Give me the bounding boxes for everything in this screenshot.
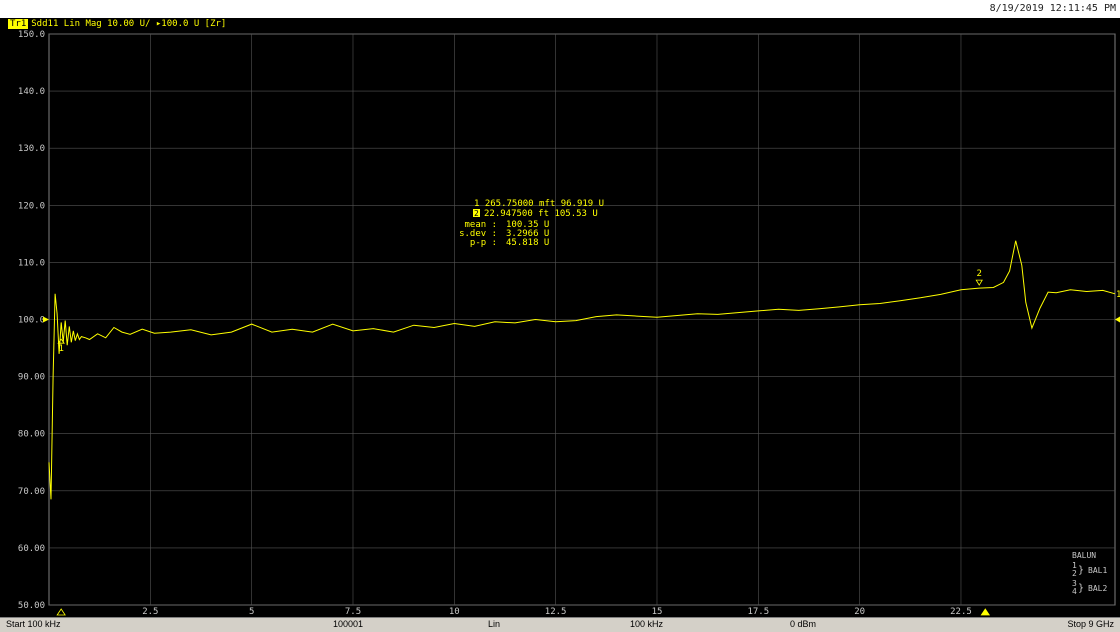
balun-port-3: 3 <box>1072 579 1077 588</box>
trace-info-label: Sdd11 Lin Mag 10.00 U/ ▸100.0 U [Zr] <box>31 19 227 29</box>
trace-end-label: 1 <box>1116 290 1120 300</box>
y-tick-label: 90.00 <box>18 373 45 383</box>
stat-sdev-label: s.dev : <box>459 229 497 239</box>
trace-line <box>48 240 1116 500</box>
marker-triangle[interactable] <box>57 338 65 344</box>
trace-header[interactable]: Tr1 Sdd11 Lin Mag 10.00 U/ ▸100.0 U [Zr] <box>8 18 226 30</box>
y-tick-label: 100.0 <box>18 316 45 326</box>
y-tick-label: 80.00 <box>18 430 45 440</box>
y-tick-label: 130.0 <box>18 144 45 154</box>
y-axis-ticks: 150.0 140.0 130.0 120.0 110.0 100.0 90.00 80.00… <box>18 30 1120 611</box>
marker-layer: 121 <box>56 269 1120 616</box>
stat-pp-value: 45.818 U <box>506 238 549 248</box>
x-tick-label: 2.5 <box>142 607 158 617</box>
marker-2-readout: 22.947500 ft 105.53 U <box>484 209 598 219</box>
y-tick-label: 110.0 <box>18 258 45 268</box>
y-tick-label: 60.00 <box>18 544 45 554</box>
balun-bal1-label: BAL1 <box>1088 566 1107 575</box>
status-bar: Start 100 kHz 100001 Lin 100 kHz 0 dBm S… <box>0 617 1120 632</box>
points-count[interactable]: 100001 <box>333 619 364 629</box>
stat-pp-label: p-p : <box>470 238 497 248</box>
stat-mean-label: mean : <box>464 220 497 230</box>
y-tick-label: 140.0 <box>18 87 45 97</box>
marker-triangle[interactable] <box>975 279 983 286</box>
grid <box>48 33 1116 606</box>
x-tick-label: 5 <box>249 607 254 617</box>
stop-frequency[interactable]: Stop 9 GHz <box>1067 619 1114 629</box>
marker-1-readout: 1 265.75000 mft 96.919 U <box>474 199 604 209</box>
marker-label[interactable]: 2 <box>977 269 982 279</box>
x-tick-label: 22.5 <box>950 607 972 617</box>
x-tick-label: 12.5 <box>545 607 567 617</box>
y-tick-label: 50.00 <box>18 601 45 611</box>
x-tick-label: 10 <box>449 607 460 617</box>
balun-legend: BALUN 1 2 } BAL1 3 4 } BAL2 <box>1072 551 1107 596</box>
balun-bal2-label: BAL2 <box>1088 584 1107 593</box>
x-tick-label: 15 <box>652 607 663 617</box>
balun-port-2: 2 <box>1072 569 1077 578</box>
x-tick-label: 17.5 <box>747 607 769 617</box>
balun-brace-1: } <box>1078 565 1084 576</box>
trace-id-badge[interactable]: Tr1 <box>8 19 29 29</box>
marker-label[interactable]: 1 <box>58 344 63 354</box>
x-axis-ticks: 2.5 5 7.5 10 12.5 15 17.5 20 22.5 <box>142 607 972 617</box>
balun-port-4: 4 <box>1072 587 1077 596</box>
sweep-type[interactable]: Lin <box>488 619 501 629</box>
reference-arrow-right[interactable] <box>1115 316 1120 323</box>
title-bar: 8/19/2019 12:11:45 PM <box>0 0 1120 18</box>
x-tick-label: 7.5 <box>345 607 361 617</box>
stat-sdev-value: 3.2966 U <box>506 229 549 239</box>
balun-brace-2: } <box>1078 583 1084 594</box>
stat-mean-value: 100.35 U <box>506 220 549 230</box>
y-tick-label: 120.0 <box>18 201 45 211</box>
marker-2-id: 2 <box>474 209 479 218</box>
power-level[interactable]: 0 dBm <box>790 619 817 629</box>
start-frequency[interactable]: Start 100 kHz <box>6 619 61 629</box>
stimulus-marker[interactable] <box>56 608 66 616</box>
if-bandwidth[interactable]: 100 kHz <box>630 619 664 629</box>
reference-arrow-left[interactable] <box>43 316 49 323</box>
chart-canvas[interactable]: 150.0 140.0 130.0 120.0 110.0 100.0 90.00 80.00… <box>0 0 1120 617</box>
y-tick-label: 70.00 <box>18 487 45 497</box>
y-tick-label: 150.0 <box>18 30 45 40</box>
marker-readout[interactable]: 1 265.75000 mft 96.919 U 2 22.947500 ft … <box>459 199 604 248</box>
trace-layer <box>48 240 1116 500</box>
datetime-label: 8/19/2019 12:11:45 PM <box>989 3 1116 14</box>
balun-title: BALUN <box>1072 551 1096 560</box>
balun-port-1: 1 <box>1072 561 1077 570</box>
x-tick-label: 20 <box>854 607 865 617</box>
stimulus-marker[interactable] <box>980 608 991 616</box>
marker-2-active-badge <box>473 209 480 217</box>
